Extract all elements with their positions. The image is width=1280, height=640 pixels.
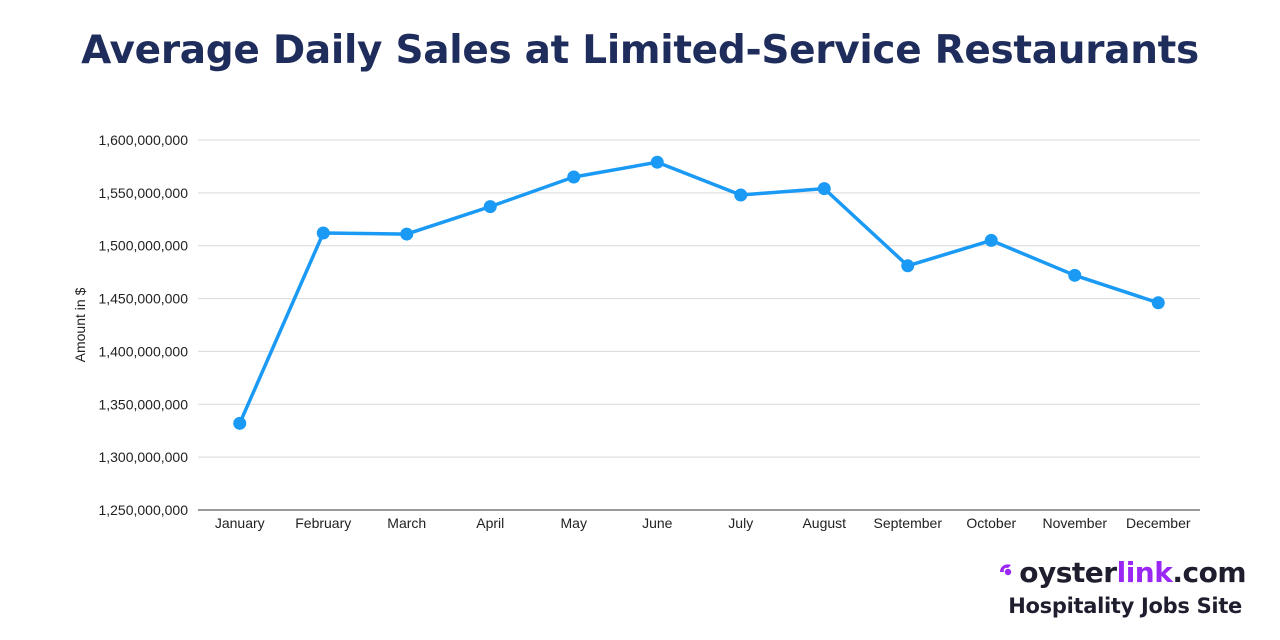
oyster-pearl-icon: [1000, 564, 1012, 576]
x-tick-label: December: [1126, 515, 1191, 531]
data-point: [567, 170, 581, 184]
y-tick-label: 1,450,000,000: [98, 291, 188, 307]
x-tick-label: August: [802, 515, 846, 531]
data-point: [650, 155, 664, 169]
x-tick-label: September: [874, 515, 943, 531]
series-line: [238, 160, 1159, 425]
data-point: [233, 416, 247, 430]
data-point: [817, 182, 831, 196]
y-tick-label: 1,300,000,000: [98, 449, 188, 465]
data-point: [734, 188, 748, 202]
y-tick-label: 1,250,000,000: [98, 502, 188, 518]
y-tick-label: 1,600,000,000: [98, 132, 188, 148]
data-point: [984, 233, 998, 247]
x-tick-label: July: [728, 515, 753, 531]
y-tick-label: 1,550,000,000: [98, 185, 188, 201]
data-point: [483, 200, 497, 214]
x-axis-ticks: January February March April May June July Augu…: [215, 515, 1191, 531]
x-tick-label: June: [642, 515, 673, 531]
data-point: [901, 259, 915, 273]
brand-tagline: Hospitality Jobs Site: [1008, 594, 1242, 618]
x-tick-label: March: [387, 515, 426, 531]
y-tick-label: 1,500,000,000: [98, 238, 188, 254]
data-point: [400, 227, 414, 241]
brand-logo: oyster link .com Hospitality Jobs Site: [946, 556, 1246, 626]
x-tick-label: May: [561, 515, 587, 531]
x-tick-label: October: [966, 515, 1016, 531]
x-tick-label: April: [476, 515, 504, 531]
brand-text-com: .com: [1172, 556, 1246, 589]
x-tick-label: November: [1042, 515, 1107, 531]
data-point: [1068, 268, 1082, 282]
data-point: [1151, 296, 1165, 310]
y-axis-label: Amount in $: [72, 287, 88, 362]
chart-title: Average Daily Sales at Limited-Service R…: [81, 28, 1199, 73]
y-tick-label: 1,350,000,000: [98, 396, 188, 412]
brand-text-link: link: [1116, 556, 1173, 589]
y-tick-label: 1,400,000,000: [98, 343, 188, 359]
data-point: [316, 226, 330, 240]
x-tick-label: February: [295, 515, 351, 531]
gridlines: [198, 139, 1200, 511]
brand-wordmark: oyster link .com: [1000, 556, 1246, 589]
series-sales: [233, 155, 1165, 430]
y-axis-ticks: 1,250,000,000 1,300,000,000 1,350,000,000 1…: [98, 132, 188, 518]
brand-text-oyster: oyster: [1019, 556, 1117, 589]
x-tick-label: January: [215, 515, 265, 531]
